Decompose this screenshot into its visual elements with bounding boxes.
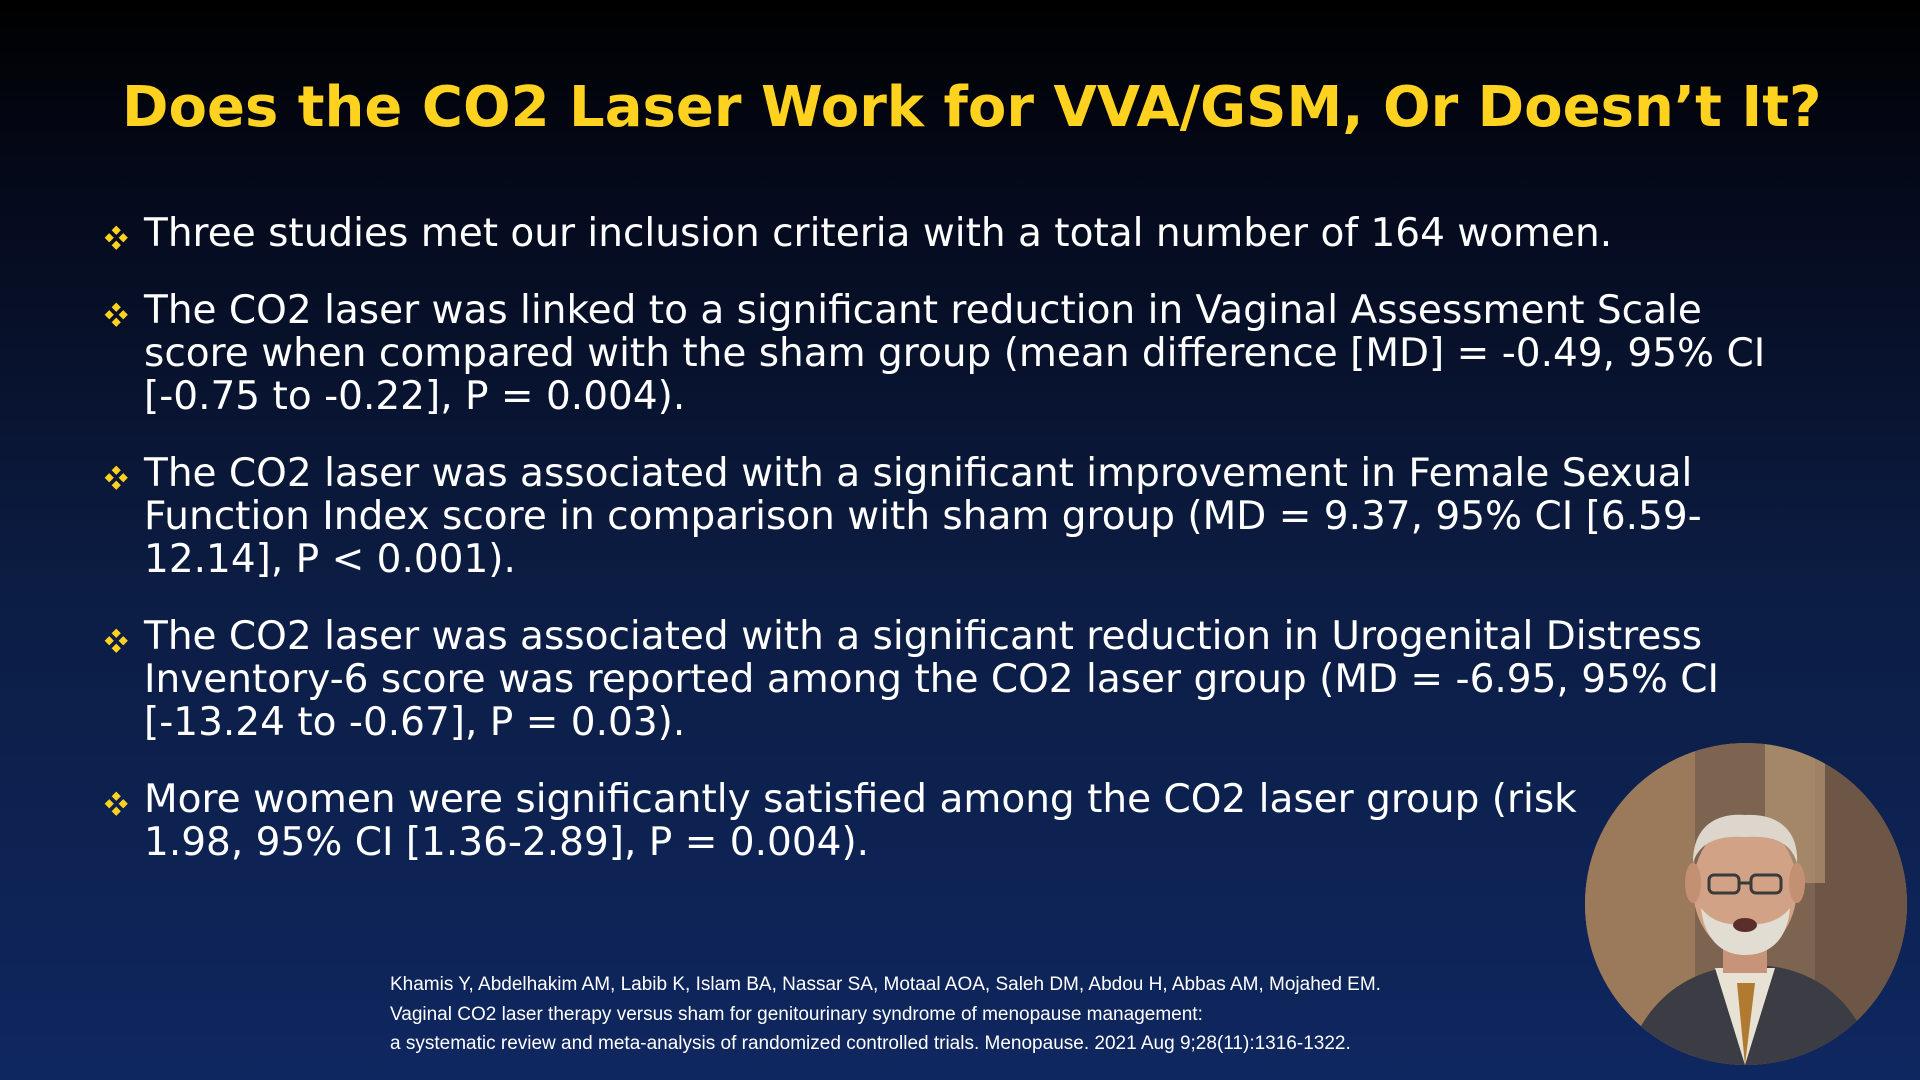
bullet-line: The CO2 laser was linked to a significan… — [144, 288, 1702, 333]
bullet-line: 1.98, 95% CI [1.36-2.89], P = 0.004). — [144, 820, 870, 865]
bullet-item: More women were significantly satisfied … — [100, 778, 1860, 864]
diamond-bullet-icon — [104, 791, 130, 817]
bullet-line: 12.14], P < 0.001). — [144, 537, 516, 582]
diamond-bullet-icon — [104, 628, 130, 654]
citation-line: Khamis Y, Abdelhakim AM, Labib K, Islam … — [390, 974, 1381, 995]
citation-line: Vaginal CO2 laser therapy versus sham fo… — [390, 1003, 1203, 1025]
bullet-line: The CO2 laser was associated with a sign… — [144, 451, 1693, 496]
bullet-item: Three studies met our inclusion criteria… — [100, 212, 1860, 255]
bullet-line: More women were significantly satisfied … — [144, 777, 1577, 822]
bullet-list: Three studies met our inclusion criteria… — [100, 212, 1860, 898]
citation-line: a systematic review and meta-analysis of… — [390, 1033, 1351, 1054]
diamond-bullet-icon — [104, 225, 130, 251]
bullet-line: [-0.75 to -0.22], P = 0.004). — [144, 374, 686, 419]
presenter-webcam[interactable] — [1585, 743, 1907, 1065]
presenter-video-feed — [1585, 743, 1907, 1065]
bullet-item: The CO2 laser was linked to a significan… — [100, 289, 1860, 418]
bullet-line: Three studies met our inclusion criteria… — [144, 211, 1613, 256]
bullet-item: The CO2 laser was associated with a sign… — [100, 615, 1860, 744]
bullet-line: The CO2 laser was associated with a sign… — [144, 614, 1703, 659]
citation: Khamis Y, Abdelhakim AM, Labib K, Islam … — [390, 970, 1560, 1059]
bullet-item: The CO2 laser was associated with a sign… — [100, 452, 1860, 581]
bullet-line: Inventory-6 score was reported among the… — [144, 657, 1720, 702]
bullet-line: [-13.24 to -0.67], P = 0.03). — [144, 700, 686, 745]
diamond-bullet-icon — [104, 465, 130, 491]
diamond-bullet-icon — [104, 302, 130, 328]
slide-title: Does the CO2 Laser Work for VVA/GSM, Or … — [122, 75, 1822, 140]
bullet-line: Function Index score in comparison with … — [144, 494, 1702, 539]
bullet-line: score when compared with the sham group … — [144, 331, 1766, 376]
